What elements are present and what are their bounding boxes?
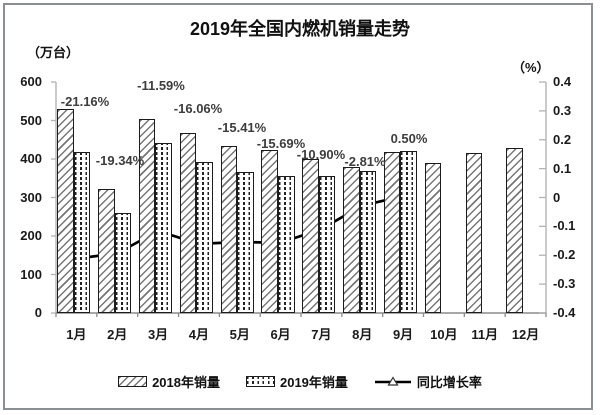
right-axis-tick-label: -0.2 bbox=[553, 247, 576, 263]
right-axis-tick-label: 0.4 bbox=[553, 74, 572, 89]
right-axis-tick-label: -0.4 bbox=[553, 305, 576, 320]
bar-2019年销量-9月 bbox=[400, 150, 418, 313]
growth-point-label-5月: -15.41% bbox=[217, 120, 267, 135]
left-axis-tick-label: 0 bbox=[34, 305, 42, 320]
right-axis-tick-label: 0.1 bbox=[553, 160, 572, 176]
bar-2018年销量-8月 bbox=[343, 167, 360, 313]
chart-legend: 2018年销量 2019年销量 同比增长率 bbox=[0, 372, 600, 391]
x-axis-label-4: 4月 bbox=[188, 327, 210, 342]
bar-2019年销量-2月 bbox=[114, 212, 132, 313]
growth-point-label-1月: -21.16% bbox=[60, 94, 110, 109]
bar-2018年销量-3月 bbox=[138, 119, 156, 313]
left-axis-tick-label: 100 bbox=[20, 266, 42, 282]
legend-label-2019: 2019年销量 bbox=[279, 375, 348, 390]
x-axis-label-11: 11月 bbox=[471, 327, 499, 342]
growth-point-label-7月: -10.90% bbox=[296, 147, 346, 162]
x-axis-label-12: 12月 bbox=[511, 327, 540, 342]
right-axis-unit-label: （%） bbox=[512, 60, 550, 75]
bar-2019年销量-5月 bbox=[237, 171, 254, 313]
bar-2019年销量-8月 bbox=[359, 171, 377, 313]
left-axis-tick-label: 500 bbox=[20, 112, 42, 128]
x-axis-label-7: 7月 bbox=[311, 327, 332, 342]
bar-2019年销量-1月 bbox=[73, 152, 91, 313]
bar-2018年销量-2月 bbox=[98, 189, 115, 313]
bar-2019年销量-6月 bbox=[277, 175, 295, 313]
left-axis-tick-label: 200 bbox=[20, 228, 42, 243]
growth-point-label-2月: -19.34% bbox=[95, 153, 145, 168]
legend-line-marker-icon bbox=[374, 375, 411, 386]
x-axis-label-6: 6月 bbox=[270, 327, 291, 342]
x-axis-label-9: 9月 bbox=[392, 327, 414, 342]
x-axis-label-8: 8月 bbox=[352, 327, 373, 342]
growth-point-label-6月: -15.69% bbox=[256, 136, 306, 151]
x-axis-label-3: 3月 bbox=[147, 327, 169, 342]
bar-2018年销量-11月 bbox=[465, 152, 483, 313]
bar-2018年销量-10月 bbox=[424, 163, 442, 313]
legend-item-2018: 2018年销量 bbox=[118, 372, 220, 391]
left-axis-unit-label: （万台） bbox=[27, 45, 80, 60]
bar-2018年销量-12月 bbox=[506, 148, 523, 313]
right-axis-tick-label: 0.2 bbox=[553, 131, 572, 147]
growth-point-label-4月: -16.06% bbox=[173, 101, 223, 116]
bar-2018年销量-7月 bbox=[302, 158, 319, 313]
bar-2019年销量-3月 bbox=[155, 143, 173, 313]
bar-2018年销量-5月 bbox=[220, 145, 238, 313]
x-axis-label-10: 10月 bbox=[430, 327, 458, 342]
bar-2019年销量-4月 bbox=[196, 162, 213, 313]
bar-2018年销量-6月 bbox=[261, 150, 278, 313]
legend-item-growth: 同比增长率 bbox=[374, 372, 482, 391]
left-axis-tick-label: 300 bbox=[20, 189, 42, 205]
x-axis-label-2: 2月 bbox=[107, 327, 128, 342]
bar-2019年销量-7月 bbox=[318, 175, 336, 313]
bar-2018年销量-4月 bbox=[179, 133, 197, 313]
legend-label-2018: 2018年销量 bbox=[152, 375, 220, 390]
left-axis-tick-label: 600 bbox=[20, 74, 42, 89]
bar-2018年销量-9月 bbox=[383, 152, 401, 313]
right-axis-tick-label: -0.1 bbox=[553, 218, 576, 234]
right-axis-tick-label: 0 bbox=[553, 189, 561, 205]
growth-point-label-8月: -2.81% bbox=[344, 154, 386, 169]
legend-item-2019: 2019年销量 bbox=[245, 372, 348, 391]
right-axis-tick-label: -0.3 bbox=[553, 276, 576, 292]
right-axis-tick-label: 0.3 bbox=[553, 102, 572, 118]
legend-label-growth: 同比增长率 bbox=[416, 375, 482, 390]
legend-swatch-2018-diagonal-hatch-icon bbox=[118, 376, 148, 387]
growth-point-label-3月: -11.59% bbox=[137, 78, 185, 93]
left-axis-tick-label: 400 bbox=[20, 151, 42, 166]
x-axis-label-5: 5月 bbox=[229, 327, 250, 342]
legend-swatch-2019-dash-hatch-icon bbox=[245, 376, 275, 387]
chart-title: 2019年全国内燃机销量走势 bbox=[189, 19, 411, 39]
x-axis-label-1: 1月 bbox=[66, 327, 87, 342]
growth-point-label-9月: 0.50% bbox=[390, 131, 428, 146]
bar-2018年销量-1月 bbox=[57, 108, 74, 313]
